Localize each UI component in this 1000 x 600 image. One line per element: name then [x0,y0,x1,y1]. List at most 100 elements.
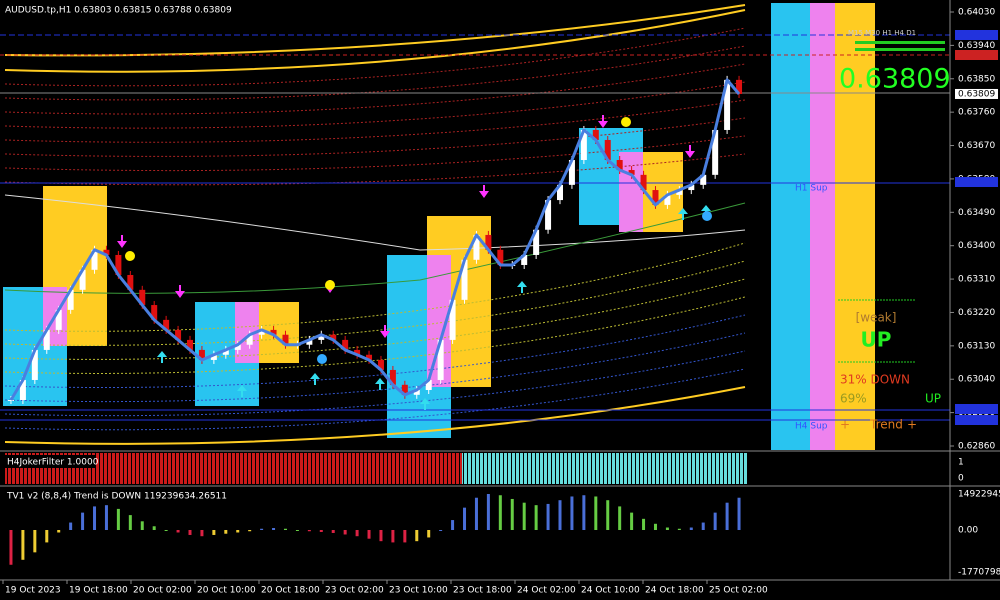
stripe-gap [507,453,508,484]
stripe-gap [135,453,136,484]
stripe-gap [115,453,116,484]
candle [568,160,575,185]
candle [592,129,599,140]
signal-label: UP [861,328,892,352]
candle [258,329,265,335]
histogram-bar [69,522,73,530]
zones [3,3,875,450]
stripe-gap [27,453,28,484]
histogram-bar [427,530,431,538]
up-label: UP [925,392,941,406]
stripe-gap [315,453,316,484]
band-lower [4,386,746,445]
price-label: 0.63760 [958,108,995,118]
stripe-gap [555,453,556,484]
stripe-gap [419,453,420,484]
band-upper [4,4,746,57]
stripe-gap [335,453,336,484]
filter-scale: 1 [958,458,964,468]
stripe-gap [679,453,680,484]
stripe-gap [255,453,256,484]
time-label: 23 Oct 18:00 [453,586,512,596]
filter-title: H4JokerFilter 1.0000 [7,458,99,468]
histogram-bar [9,530,13,565]
time-label: 24 Oct 18:00 [645,586,704,596]
histogram-bar [319,530,323,532]
stripe-gap [103,453,104,484]
stripe-gap [403,453,404,484]
arrow-up [420,398,430,410]
time-label: 20 Oct 02:00 [133,586,192,596]
candle [151,305,158,320]
candle [210,354,217,360]
candle [246,334,253,345]
stripe-gap [263,453,264,484]
stripe-gap [699,453,700,484]
histogram-bar [295,530,299,531]
stripe-gap [219,453,220,484]
histogram-bar [630,512,634,530]
stripe-gap [199,453,200,484]
candle [700,174,707,185]
histogram-bar [510,498,514,530]
stripe-gap [179,453,180,484]
candle [724,79,731,130]
stripe-gap [227,453,228,484]
candle [366,354,373,360]
histogram-bar [665,527,669,530]
candle [640,174,647,191]
stripe-gap [535,453,536,484]
stripe-gap [659,453,660,484]
stripe-gap [239,453,240,484]
stripe-gap [367,453,368,484]
stripe-gap [195,453,196,484]
candle [342,339,349,350]
stripe-gap [603,453,604,484]
filter-bars-up [462,453,748,484]
title-bg [4,455,96,468]
timeframes: M15 M30 H1 H4 D1 [848,29,916,37]
stripe-gap [583,453,584,484]
stripe-gap [727,453,728,484]
price-label: 0.63130 [958,341,995,351]
up-pct: 69% [840,392,867,406]
stripe-gap [295,453,296,484]
stripe-gap [171,453,172,484]
candle [79,269,86,290]
stripe-gap [723,453,724,484]
candle [485,234,492,250]
stripe-gap [655,453,656,484]
histogram-bar [21,530,25,560]
stripe-gap [383,453,384,484]
stripe-gap [283,453,284,484]
stripe-gap [487,453,488,484]
stripe-gap [695,453,696,484]
arrow-down [598,115,608,128]
stripe-gap [455,453,456,484]
stripe-gap [371,453,372,484]
stripe-gap [375,453,376,484]
candle [139,289,146,306]
stripe-gap [87,453,88,484]
stripe-gap [151,453,152,484]
candle [521,254,528,265]
stripe-gap [143,453,144,484]
histogram-bar [283,528,287,530]
stripe-gap [703,453,704,484]
histogram-bar [200,530,204,537]
stripe-gap [571,453,572,484]
stripe-gap [67,453,68,484]
stripe-gap [539,453,540,484]
histogram-bar [224,530,228,534]
candle [7,400,14,402]
histogram-bar [164,530,168,531]
arrow-up [157,351,167,363]
candle [187,339,193,350]
candle [163,319,170,330]
candle [103,249,110,255]
stripe-gap [147,453,148,484]
stripe-gap [339,453,340,484]
h1-sup-label: H1 Sup [795,184,828,194]
histogram-bar [403,530,407,543]
ma-line [4,194,746,251]
